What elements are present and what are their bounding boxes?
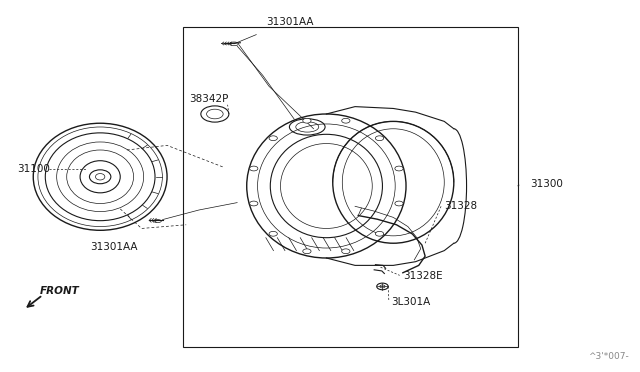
Circle shape <box>269 136 277 141</box>
Circle shape <box>269 231 277 236</box>
Text: 31328: 31328 <box>444 201 477 211</box>
Circle shape <box>376 136 384 141</box>
Circle shape <box>395 166 403 171</box>
Circle shape <box>395 201 403 206</box>
Text: 3L301A: 3L301A <box>392 297 431 307</box>
Text: 31300: 31300 <box>531 179 563 189</box>
Text: 31301AA: 31301AA <box>91 242 138 252</box>
Text: 31301AA: 31301AA <box>266 17 314 27</box>
Circle shape <box>303 249 311 254</box>
Circle shape <box>342 118 350 123</box>
Bar <box>183 27 518 347</box>
Text: 31100: 31100 <box>17 164 50 174</box>
Circle shape <box>250 201 258 206</box>
Text: 31328E: 31328E <box>403 272 442 282</box>
Circle shape <box>250 166 258 171</box>
Circle shape <box>303 118 311 123</box>
Text: ^3'*007-: ^3'*007- <box>588 352 629 361</box>
Text: FRONT: FRONT <box>40 286 79 296</box>
Circle shape <box>376 231 384 236</box>
Circle shape <box>342 249 350 254</box>
Text: 38342P: 38342P <box>189 94 228 104</box>
